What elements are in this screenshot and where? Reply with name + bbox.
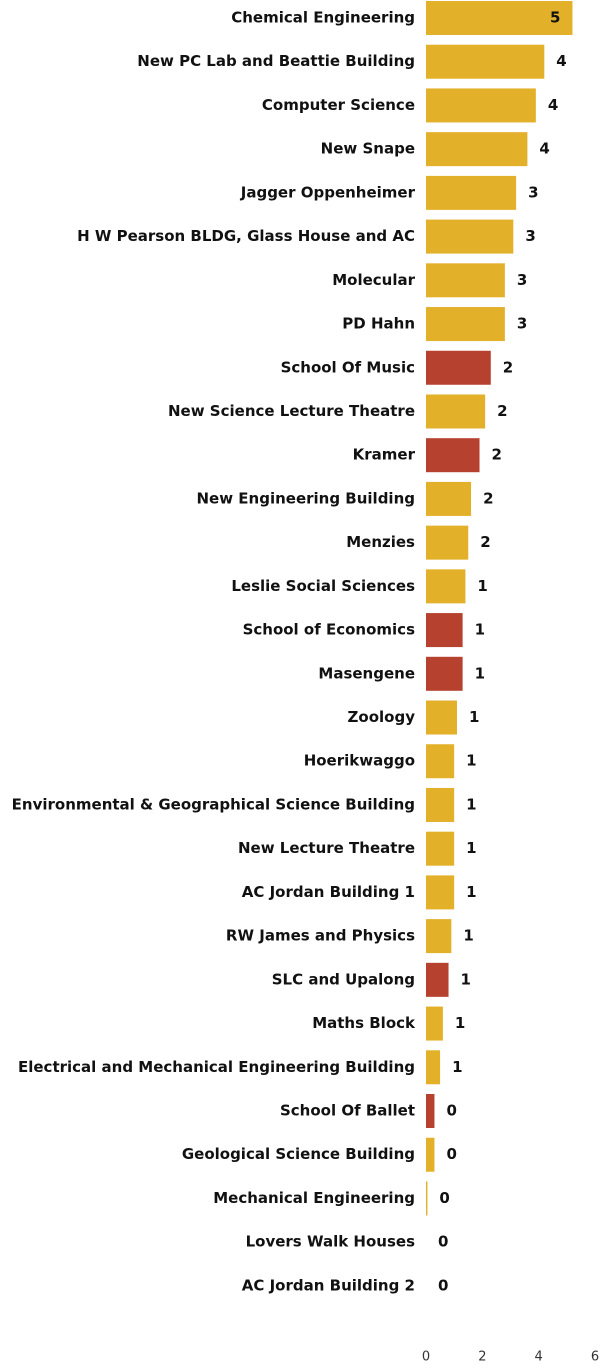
bar xyxy=(426,481,472,516)
bar xyxy=(426,831,455,866)
value-label: 1 xyxy=(452,1058,462,1076)
value-label: 5 xyxy=(550,9,560,27)
category-label: Masengene xyxy=(318,664,415,682)
bar xyxy=(426,700,457,735)
category-label: Geological Science Building xyxy=(182,1145,415,1163)
bar xyxy=(426,307,505,342)
category-label: Environmental & Geographical Science Bui… xyxy=(12,795,415,813)
category-label: New Engineering Building xyxy=(196,489,415,507)
bar xyxy=(426,613,463,648)
bar xyxy=(426,569,466,604)
category-label: Hoerikwaggo xyxy=(304,752,415,770)
value-label: 3 xyxy=(525,227,535,245)
bar xyxy=(426,88,536,123)
category-label: Mechanical Engineering xyxy=(213,1189,415,1207)
value-label: 1 xyxy=(455,1014,465,1032)
category-label: RW James and Physics xyxy=(226,927,415,945)
bar xyxy=(426,1181,428,1216)
bar xyxy=(426,1137,435,1172)
bar xyxy=(426,919,452,954)
value-label: 1 xyxy=(463,927,473,945)
value-label: 1 xyxy=(475,664,485,682)
bar xyxy=(426,787,455,822)
x-tick-label: 0 xyxy=(422,1350,430,1365)
value-label: 2 xyxy=(483,489,493,507)
category-label: Lovers Walk Houses xyxy=(246,1233,415,1251)
x-tick-label: 4 xyxy=(535,1350,543,1365)
category-label: Jagger Oppenheimer xyxy=(240,183,416,201)
category-label: Chemical Engineering xyxy=(231,9,415,27)
value-label: 0 xyxy=(446,1145,456,1163)
bar xyxy=(426,394,486,429)
value-label: 2 xyxy=(497,402,507,420)
category-label: School Of Ballet xyxy=(280,1102,415,1120)
category-label: Kramer xyxy=(353,446,416,464)
value-label: 3 xyxy=(528,183,538,201)
category-label: School of Economics xyxy=(243,621,415,639)
bar xyxy=(426,175,517,210)
value-label: 1 xyxy=(475,621,485,639)
value-label: 1 xyxy=(466,752,476,770)
category-label: H W Pearson BLDG, Glass House and AC xyxy=(77,227,415,245)
category-label: School Of Music xyxy=(281,358,415,376)
value-label: 2 xyxy=(480,533,490,551)
value-label: 3 xyxy=(517,315,527,333)
value-label: 4 xyxy=(556,52,566,70)
value-label: 2 xyxy=(503,358,513,376)
value-label: 1 xyxy=(466,883,476,901)
value-label: 0 xyxy=(446,1102,456,1120)
value-label: 0 xyxy=(438,1276,448,1294)
category-label: Leslie Social Sciences xyxy=(231,577,415,595)
category-label: Maths Block xyxy=(312,1014,416,1032)
category-label: New Snape xyxy=(321,140,415,158)
value-label: 0 xyxy=(438,1233,448,1251)
bar xyxy=(426,656,463,691)
category-label: SLC and Upalong xyxy=(272,970,415,988)
value-label: 1 xyxy=(466,839,476,857)
value-label: 3 xyxy=(517,271,527,289)
bar xyxy=(426,219,514,254)
value-label: 1 xyxy=(477,577,487,595)
category-label: AC Jordan Building 1 xyxy=(242,883,415,901)
category-label: New Science Lecture Theatre xyxy=(168,402,415,420)
value-label: 4 xyxy=(539,140,549,158)
value-label: 1 xyxy=(469,708,479,726)
category-label: PD Hahn xyxy=(342,315,415,333)
bar xyxy=(426,132,528,167)
bar xyxy=(426,875,455,910)
bar xyxy=(426,744,455,779)
bar xyxy=(426,350,491,385)
category-label: Computer Science xyxy=(262,96,415,114)
bar xyxy=(426,44,545,79)
bar xyxy=(426,962,449,997)
bar xyxy=(426,438,480,473)
bar xyxy=(426,1,573,35)
category-label: Electrical and Mechanical Engineering Bu… xyxy=(18,1058,415,1076)
value-label: 4 xyxy=(548,96,558,114)
category-label: New PC Lab and Beattie Building xyxy=(137,52,415,70)
bar xyxy=(426,1094,435,1128)
bar xyxy=(426,263,505,298)
x-tick-label: 2 xyxy=(478,1350,486,1365)
category-label: AC Jordan Building 2 xyxy=(242,1276,415,1294)
value-label: 0 xyxy=(439,1189,449,1207)
value-label: 1 xyxy=(461,970,471,988)
category-label: Zoology xyxy=(348,708,416,726)
bar xyxy=(426,1050,441,1085)
category-label: New Lecture Theatre xyxy=(238,839,415,857)
category-label: Molecular xyxy=(332,271,415,289)
value-label: 2 xyxy=(492,446,502,464)
x-tick-label: 6 xyxy=(591,1350,599,1365)
value-label: 1 xyxy=(466,795,476,813)
bar xyxy=(426,1006,443,1041)
bar xyxy=(426,525,469,560)
category-label: Menzies xyxy=(346,533,415,551)
